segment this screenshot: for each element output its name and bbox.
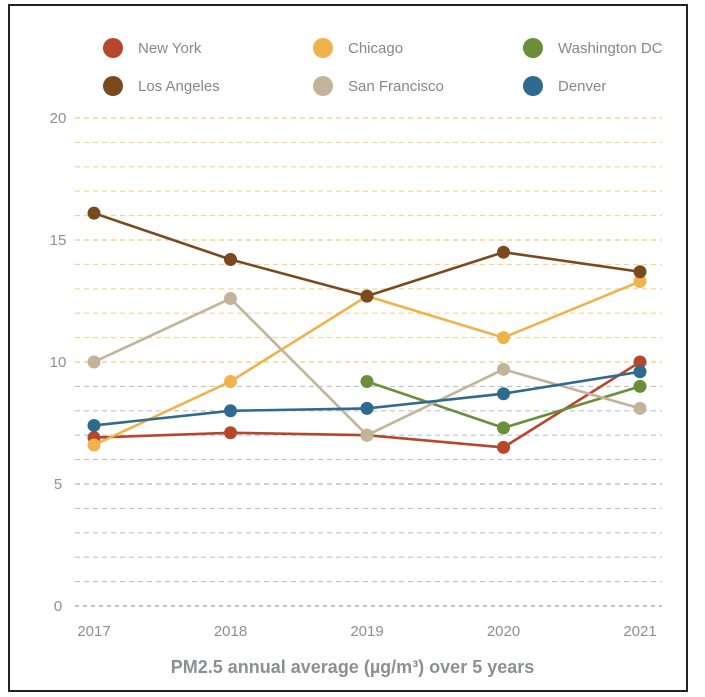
x-tick-label: 2021 [623, 623, 656, 640]
data-point [497, 387, 510, 401]
data-point [633, 355, 647, 369]
legend: New York Chicago Washington DC Los Angeles S… [103, 38, 663, 96]
data-point [497, 440, 510, 454]
x-tick-label: 2017 [77, 623, 110, 640]
data-point [87, 418, 101, 432]
legend-swatch [103, 76, 123, 96]
x-tick-label: 2019 [350, 623, 383, 640]
series-points [87, 206, 647, 454]
y-tick-label: 5 [54, 476, 62, 493]
series-line [93, 211, 641, 298]
data-point [497, 421, 510, 435]
chart-subtitle: PM2.5 annual average (µg/m³) over 5 year… [170, 657, 535, 677]
data-point [633, 401, 647, 415]
x-tick-label: 2020 [487, 623, 520, 640]
legend-label: Washington DC [558, 40, 663, 57]
data-point [633, 365, 647, 379]
data-point [497, 245, 510, 259]
data-point [497, 331, 510, 345]
data-point [633, 379, 647, 393]
x-tick-label: 2018 [214, 623, 247, 640]
y-tick-label: 0 [54, 598, 62, 615]
y-axis-ticks: 0 5 10 15 20 [50, 110, 67, 615]
data-point [87, 438, 101, 452]
y-tick-label: 20 [50, 110, 67, 127]
data-point [87, 355, 101, 369]
legend-swatch [523, 38, 543, 58]
legend-swatch [313, 76, 333, 96]
data-point [224, 426, 237, 440]
legend-label: Los Angeles [138, 78, 220, 95]
data-point [360, 289, 374, 303]
data-point [87, 206, 101, 220]
data-point [360, 401, 374, 415]
legend-swatch [523, 76, 543, 96]
data-point [224, 375, 237, 389]
data-point [633, 274, 647, 288]
data-point [633, 265, 647, 279]
data-point [224, 292, 237, 306]
grid-lines [75, 117, 662, 607]
legend-label: Chicago [348, 40, 403, 57]
legend-label: San Francisco [348, 78, 444, 95]
legend-label: Denver [558, 78, 606, 95]
legend-swatch [313, 38, 333, 58]
legend-swatch [103, 38, 123, 58]
data-point [360, 375, 374, 389]
data-point [224, 404, 237, 418]
data-point [497, 362, 510, 376]
data-point [224, 253, 237, 267]
series-line [93, 280, 641, 447]
x-axis-ticks: 2017 2018 2019 2020 2021 [77, 623, 656, 640]
legend-label: New York [138, 40, 202, 57]
data-point [360, 428, 374, 442]
y-tick-label: 10 [50, 354, 67, 371]
y-tick-label: 15 [50, 232, 67, 249]
